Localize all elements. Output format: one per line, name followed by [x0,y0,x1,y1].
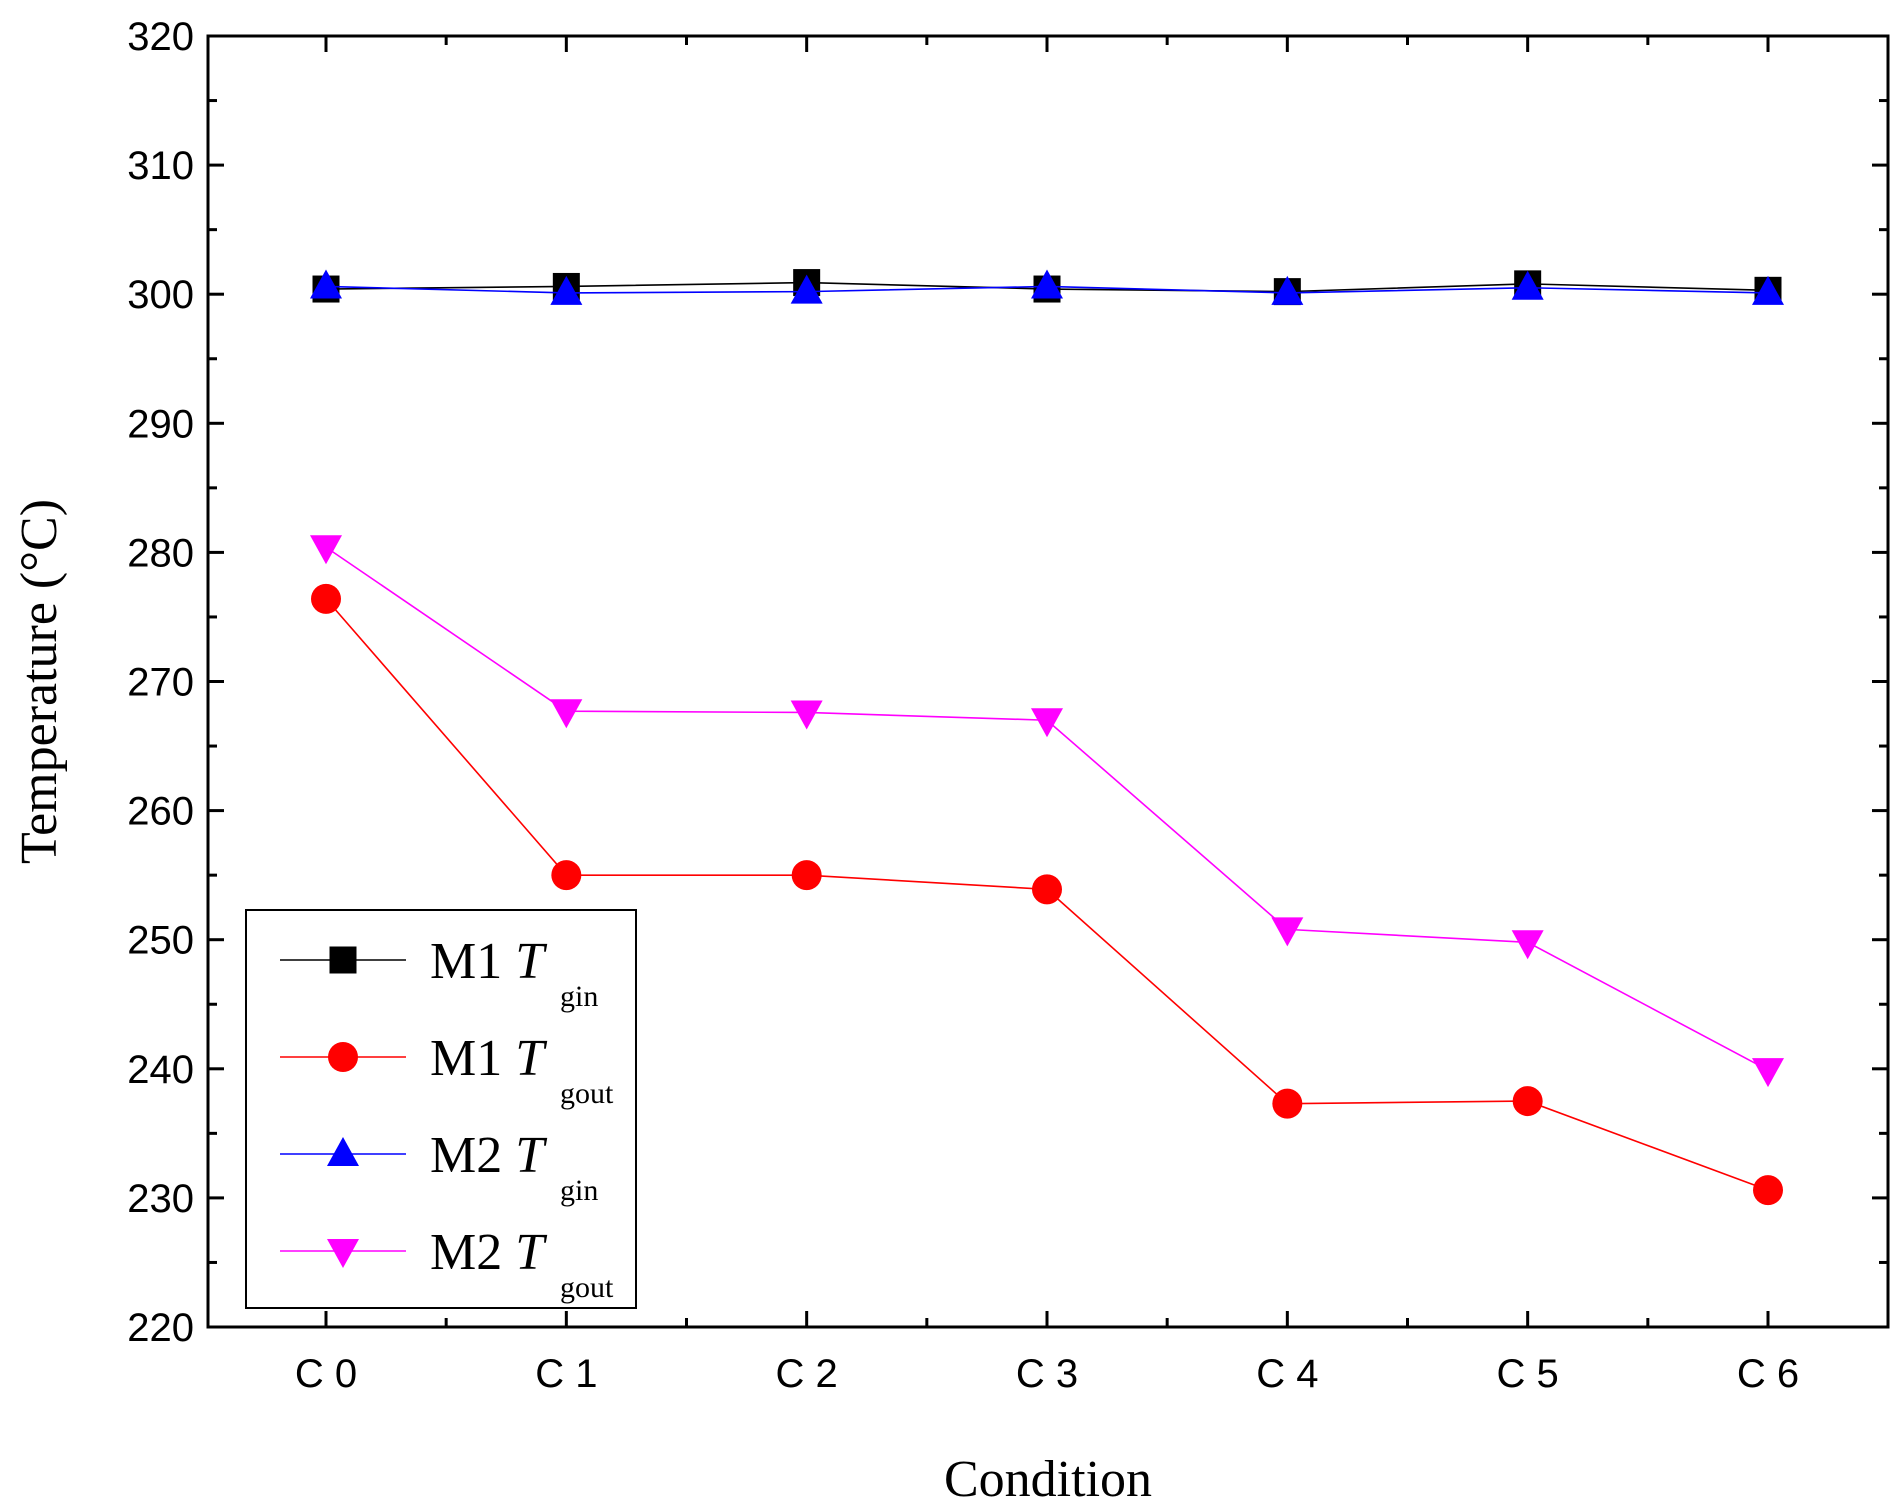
x-tick-label: C 1 [535,1352,597,1396]
data-point-m1-tgout [1032,874,1062,905]
legend-item-m1-tgout: M1 T gout [280,1030,614,1110]
y-tick-label: 260 [127,790,194,834]
series-layer [310,269,1784,1206]
x-tick-label: C 0 [295,1352,357,1396]
y-tick-label: 270 [127,661,194,705]
data-point-m1-tgout [791,860,822,891]
x-tick-label: C 2 [776,1352,838,1396]
legend-marker [328,1042,358,1072]
x-tick-label: C 5 [1497,1352,1559,1396]
legend-marker [327,1239,359,1268]
data-point-m2-tgout [1511,930,1544,960]
data-point-m1-tgout [1272,1088,1303,1119]
series-m2-tgin [310,269,1784,305]
y-tick-label: 240 [127,1048,194,1092]
data-point-m2-tgin [1511,270,1544,300]
legend-item-m2-tgout: M2 T gout [280,1224,614,1304]
legend-label: M1 T [430,933,547,990]
series-m1-tgout [311,583,1783,1206]
legend-marker [329,946,357,974]
legend-label: M2 T [430,1127,547,1184]
legend-subscript: gin [560,1174,598,1207]
legend-item-m1-tgin: M1 T gin [280,933,598,1013]
legend-label: M2 T [430,1224,547,1281]
x-tick-label: C 6 [1737,1352,1799,1396]
y-tick-label: 280 [127,531,194,575]
legend-label: M1 T [430,1030,547,1087]
legend-box [245,909,637,1309]
data-point-m2-tgout [1031,708,1063,738]
data-point-m1-tgout [551,860,582,891]
y-tick-label: 250 [127,919,194,963]
data-point-m2-tgout [790,700,823,730]
y-axis-title: Temperature (°C) [11,499,68,864]
axes: 220 230 240 250 260 270 280 290 300 310 320 C 0 C 1 C… [127,15,1890,1396]
x-axis-title: Condition [944,1451,1152,1503]
legend-item-m2-tgin: M2 T gin [280,1127,598,1207]
data-point-m2-tgin [1752,275,1784,305]
data-point-m2-tgin [550,275,583,305]
y-tick-label: 290 [127,402,194,446]
legend-subscript: gout [560,1077,614,1110]
data-point-m2-tgin [310,269,342,299]
data-point-m1-tgout [311,583,341,614]
data-point-m2-tgout [310,535,342,565]
y-tick-label: 300 [127,273,194,317]
series-m2-tgout [310,535,1784,1088]
x-tick-label: C 4 [1256,1352,1318,1396]
y-tick-label: 230 [127,1177,194,1221]
data-point-m1-tgout [1512,1086,1543,1117]
data-point-m2-tgin [1271,275,1304,305]
data-point-m1-tgout [1753,1175,1783,1206]
data-point-m2-tgin [790,274,823,304]
legend-subscript: gout [560,1271,614,1304]
y-tick-label: 310 [127,144,194,188]
data-point-m2-tgout [550,699,583,729]
y-tick-label: 320 [127,15,194,59]
data-point-m2-tgin [1031,269,1063,299]
legend-subscript: gin [560,980,598,1013]
legend-marker [327,1137,359,1166]
x-tick-label: C 3 [1016,1352,1078,1396]
data-point-m2-tgout [1271,917,1304,947]
legend: M1 T gin M1 T gout M2 T gin M2 T gout [245,909,637,1309]
y-tick-label: 220 [127,1306,194,1350]
data-point-m2-tgout [1752,1058,1784,1088]
